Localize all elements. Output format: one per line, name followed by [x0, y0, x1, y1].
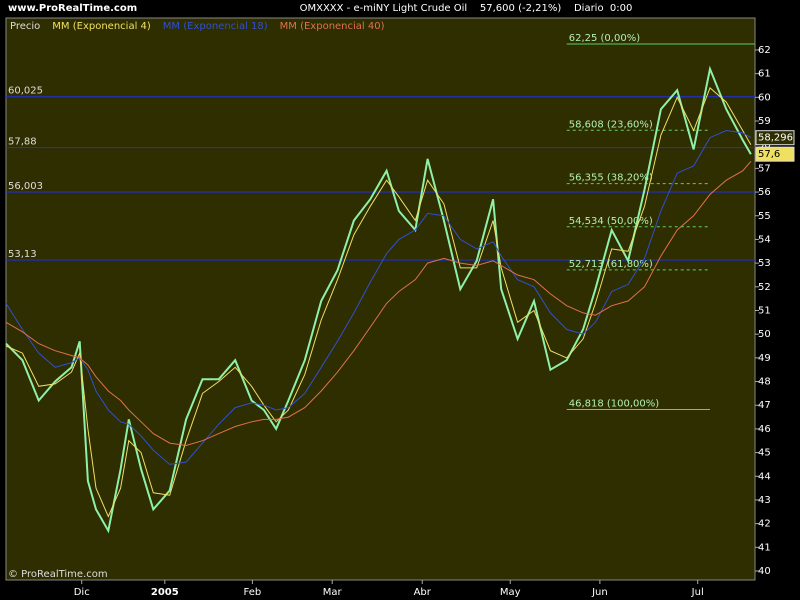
- last-value-box: [755, 130, 795, 146]
- x-tick-label: 2005: [151, 587, 179, 598]
- y-tick-label: 41: [758, 542, 771, 553]
- y-tick-label: 43: [758, 495, 771, 506]
- y-tick-label: 50: [758, 329, 771, 340]
- y-tick-label: 57: [758, 163, 771, 174]
- y-tick-label: 48: [758, 377, 771, 388]
- y-tick-label: 40: [758, 566, 771, 577]
- level-label: 56,003: [8, 181, 43, 192]
- y-tick-label: 44: [758, 471, 771, 482]
- fib-label: 56,355 (38,20%): [569, 173, 653, 184]
- x-tick-label: Dic: [74, 587, 90, 598]
- legend-entry: Precio: [10, 21, 40, 32]
- y-tick-label: 49: [758, 353, 771, 364]
- series-line: [5, 87, 752, 518]
- y-tick-label: 59: [758, 116, 771, 127]
- y-tick-label: 45: [758, 448, 771, 459]
- fib-label: 58,608 (23,60%): [569, 119, 653, 130]
- plot-area: [5, 17, 756, 581]
- copyright: © ProRealTime.com: [8, 569, 108, 580]
- fib-label: 62,25 (0,00%): [569, 33, 640, 44]
- x-tick-label: Jun: [591, 587, 608, 598]
- x-tick-label: Abr: [414, 587, 432, 598]
- y-tick-label: 54: [758, 234, 771, 245]
- series-line: [5, 65, 752, 534]
- y-tick-label: 58: [758, 140, 771, 151]
- level-label: 57,88: [8, 137, 37, 148]
- y-tick-label: 55: [758, 211, 771, 222]
- y-tick-label: 47: [758, 400, 771, 411]
- fib-label: 46,818 (100,00%): [569, 399, 660, 410]
- y-tick-label: 56: [758, 187, 771, 198]
- series-line: [5, 160, 752, 447]
- fib-label: 52,713 (61,80%): [569, 259, 653, 270]
- series-line: [5, 129, 752, 465]
- y-tick-label: 61: [758, 69, 771, 80]
- y-tick-label: 46: [758, 424, 771, 435]
- y-tick-label: 60: [758, 92, 771, 103]
- y-tick-label: 53: [758, 258, 771, 269]
- legend-entry: MM (Exponencial 4): [52, 21, 151, 32]
- legend-entry: MM (Exponencial 18): [163, 21, 268, 32]
- y-tick-label: 42: [758, 519, 771, 530]
- fib-label: 54,534 (50,00%): [569, 216, 653, 227]
- x-tick-label: May: [500, 587, 521, 598]
- x-tick-label: Jul: [691, 587, 704, 598]
- y-tick-label: 51: [758, 305, 771, 316]
- y-tick-label: 52: [758, 282, 771, 293]
- level-label: 60,025: [8, 86, 43, 97]
- x-tick-label: Mar: [323, 587, 343, 598]
- last-value-label: 58,296: [758, 133, 793, 144]
- chart-title: OMXXXX - e-miNY Light Crude Oil 57,600 (…: [300, 3, 633, 14]
- site: www.ProRealTime.com: [8, 3, 137, 14]
- last-value-label: 57,6: [758, 149, 780, 160]
- level-label: 53,13: [8, 249, 37, 260]
- y-tick-label: 62: [758, 45, 771, 56]
- legend-entry: MM (Exponencial 40): [280, 21, 385, 32]
- x-tick-label: Feb: [244, 587, 262, 598]
- last-value-box: [755, 146, 795, 162]
